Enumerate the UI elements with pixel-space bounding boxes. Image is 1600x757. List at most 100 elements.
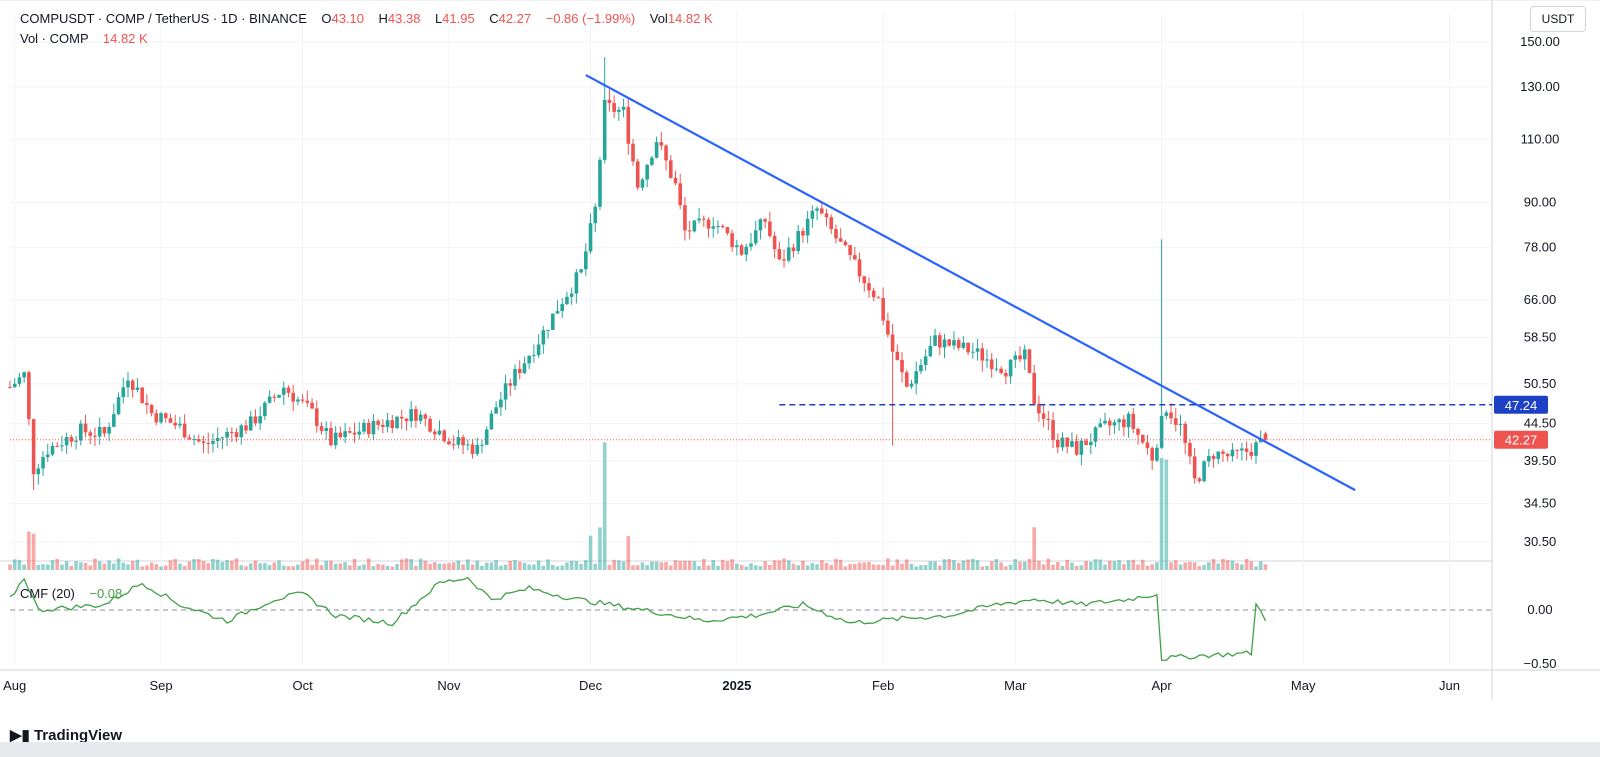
candle-body bbox=[1216, 451, 1221, 459]
candle-body bbox=[1004, 372, 1008, 377]
candle-body bbox=[140, 387, 144, 403]
volume-bar bbox=[258, 563, 262, 570]
volume-bar bbox=[121, 562, 126, 570]
candle-body bbox=[437, 430, 442, 435]
volume-bar bbox=[263, 563, 267, 570]
volume-bar bbox=[41, 564, 45, 570]
candle-body bbox=[267, 396, 272, 403]
candle-body bbox=[541, 330, 546, 345]
volume-bar bbox=[414, 565, 418, 570]
candle-body bbox=[1079, 440, 1084, 455]
volume-bar bbox=[900, 563, 904, 570]
candle-body bbox=[782, 259, 786, 261]
volume-bar bbox=[286, 566, 291, 570]
time-tick-label: Mar bbox=[1004, 678, 1027, 693]
candle-body bbox=[1235, 449, 1239, 451]
candle-body bbox=[1150, 448, 1154, 461]
volume-bar bbox=[527, 564, 531, 570]
volume-bar bbox=[116, 558, 121, 570]
candle-body bbox=[1122, 419, 1126, 428]
symbol-label[interactable]: COMPUSDT bbox=[20, 11, 95, 26]
volume-bar bbox=[555, 566, 560, 570]
resistance-price-label: 47.24 bbox=[1505, 398, 1538, 413]
candle-body bbox=[598, 159, 602, 207]
candle-body bbox=[196, 439, 201, 442]
candle-body bbox=[163, 413, 168, 419]
candle-body bbox=[711, 226, 716, 229]
volume-bar bbox=[508, 560, 513, 570]
volume-bar bbox=[1159, 457, 1164, 570]
candle-body bbox=[1173, 418, 1178, 425]
volume-bar bbox=[45, 564, 50, 570]
candle-body bbox=[22, 372, 26, 378]
volume-bar bbox=[1211, 558, 1216, 570]
candle-body bbox=[310, 402, 314, 409]
volume-bar bbox=[810, 563, 815, 570]
interval-label[interactable]: 1D bbox=[220, 11, 238, 26]
open-value: 43.10 bbox=[331, 11, 365, 26]
volume-bar bbox=[716, 565, 720, 570]
volume-bar bbox=[612, 559, 616, 570]
volume-bar bbox=[319, 565, 324, 570]
candle-body bbox=[8, 386, 12, 388]
high-value: 43.38 bbox=[387, 11, 421, 26]
candle-body bbox=[404, 418, 409, 422]
candle-body bbox=[121, 387, 126, 398]
candle-body bbox=[796, 231, 800, 252]
volume-bar bbox=[989, 561, 994, 570]
volume-bar bbox=[55, 558, 59, 570]
volume-bar bbox=[617, 560, 621, 570]
candle-body bbox=[1221, 451, 1225, 454]
candle-body bbox=[937, 335, 942, 348]
candle-body bbox=[867, 283, 871, 291]
time-tick-label: Aug bbox=[3, 678, 26, 693]
price-tick-label: 90.00 bbox=[1524, 194, 1557, 209]
volume-bar bbox=[168, 560, 173, 570]
volume-bar bbox=[956, 563, 961, 570]
candle-body bbox=[947, 339, 952, 346]
currency-button[interactable]: USDT bbox=[1530, 6, 1586, 32]
volume-bar bbox=[801, 560, 805, 570]
candle-body bbox=[27, 372, 31, 420]
volume-bar bbox=[895, 559, 900, 570]
volume-bar bbox=[1032, 527, 1036, 570]
volume-bar bbox=[17, 560, 22, 570]
volume-bar bbox=[975, 560, 980, 570]
candle-body bbox=[343, 431, 347, 438]
candle-body bbox=[853, 255, 857, 260]
candle-body bbox=[154, 413, 159, 423]
candle-body bbox=[381, 424, 385, 427]
candle-body bbox=[768, 221, 772, 236]
candle-body bbox=[1070, 441, 1074, 447]
candle-body bbox=[88, 432, 93, 436]
volume-bar bbox=[565, 562, 569, 570]
candle-body bbox=[919, 364, 923, 372]
candle-body bbox=[527, 355, 531, 364]
volume-bar bbox=[928, 561, 933, 570]
volume-bar bbox=[173, 558, 177, 570]
volume-bar bbox=[1046, 558, 1051, 570]
candle-body bbox=[1230, 449, 1235, 457]
cmf-value: −0.08 bbox=[89, 586, 123, 601]
tradingview-logo[interactable]: ▶▮ TradingView bbox=[10, 726, 122, 744]
volume-bar bbox=[966, 559, 970, 570]
volume-bar bbox=[659, 562, 664, 570]
candle-body bbox=[291, 392, 295, 402]
volume-bar bbox=[904, 559, 909, 570]
price-tick-label: 150.00 bbox=[1520, 34, 1560, 49]
cmf-tick-label: 0.00 bbox=[1527, 602, 1552, 617]
volume-bar bbox=[937, 565, 942, 570]
volume-bar bbox=[357, 565, 362, 570]
candle-body bbox=[281, 387, 286, 395]
candle-body bbox=[1254, 442, 1258, 456]
volume-bar bbox=[159, 566, 163, 570]
candle-body bbox=[1131, 413, 1136, 429]
volume-legend: Vol · COMP 14.82 K bbox=[20, 31, 148, 46]
candle-body bbox=[1098, 423, 1103, 428]
volume-bar bbox=[980, 566, 985, 570]
volume-bar bbox=[348, 565, 352, 570]
candle-body bbox=[1107, 420, 1112, 426]
volume-bar bbox=[1207, 562, 1211, 570]
volume-bar bbox=[513, 560, 517, 570]
